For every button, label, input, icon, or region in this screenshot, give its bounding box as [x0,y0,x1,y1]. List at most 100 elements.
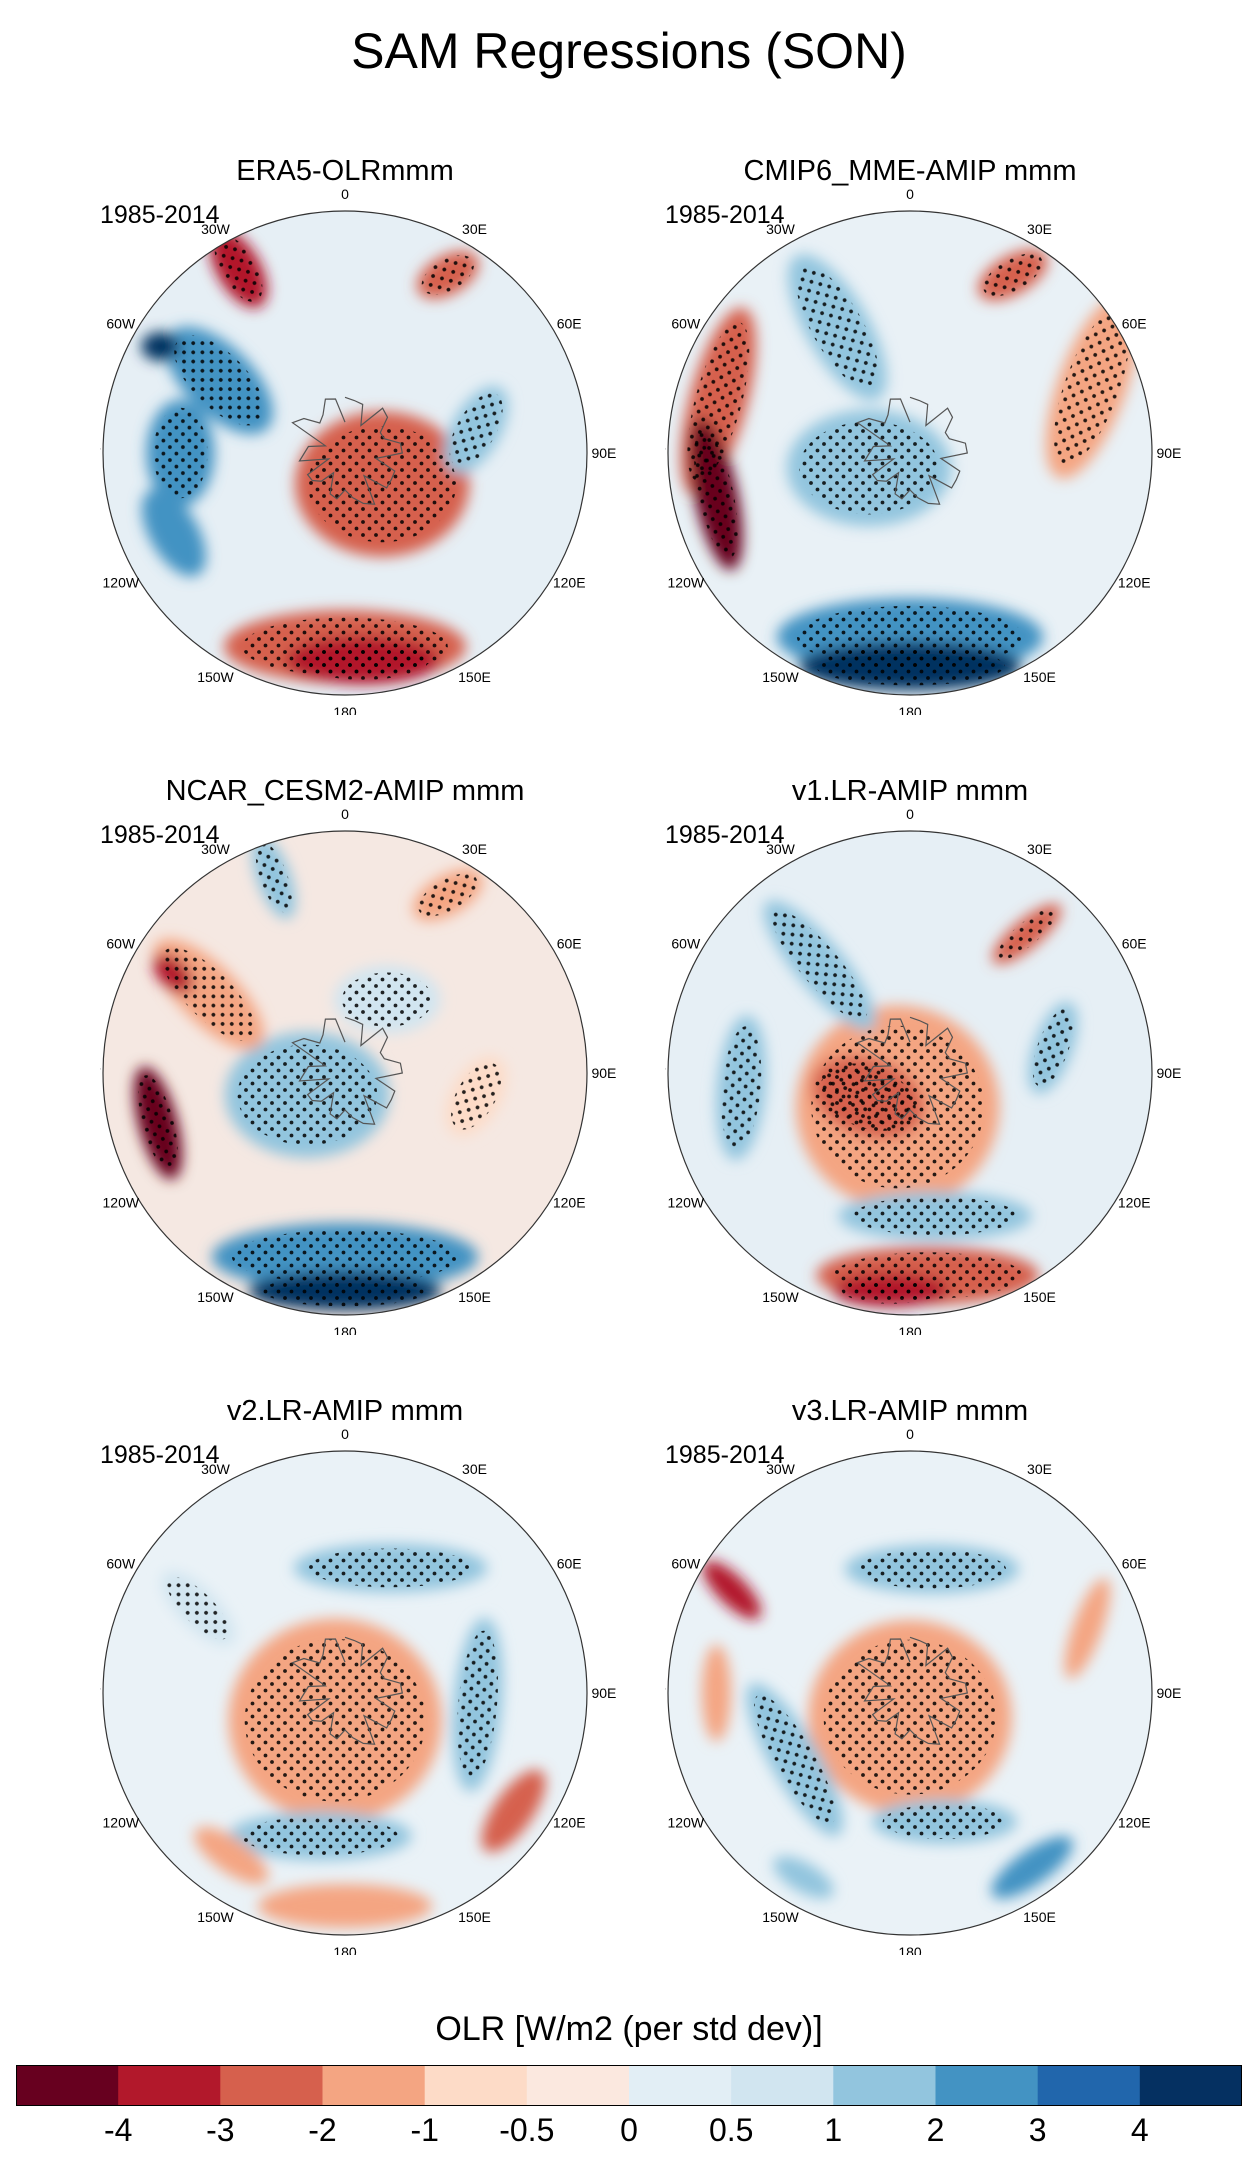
longitude-label: 150W [197,1909,234,1925]
longitude-label: 90E [591,1065,616,1081]
panel-title: v2.LR-AMIP mmm [226,1395,464,1427]
colorbar-tick-label: -1 [410,2112,438,2145]
significance-stipple [167,1577,230,1640]
colorbar-swatch [118,2065,221,2105]
coastline [291,1636,404,1745]
longitude-label: 60E [557,1556,582,1572]
panel-title: v1.LR-AMIP mmm [791,775,1029,807]
longitude-label: 90W [665,1065,666,1081]
colorbar-tick-label: 2 [927,2112,945,2145]
longitude-label: 180 [333,704,357,715]
significance-stipple [772,910,868,1021]
significance-stipple [308,1548,473,1588]
longitude-label: 120E [553,1195,586,1211]
longitude-label: 0 [906,1426,914,1442]
significance-stipple [418,873,478,917]
longitude-label: 60E [1122,316,1147,332]
polar-map: 0 30E 60E 90E 120E 150E 180 150W 120W 90W 60W 30W [665,186,1181,715]
longitude-label: 150E [1023,1909,1056,1925]
panel-title: v3.LR-AMIP mmm [791,1395,1029,1427]
map-panel: v2.LR-AMIP mmm 1985-2014 0 30E 60E 90E 120E 150… [100,1395,660,1955]
longitude-label: 60W [671,936,701,952]
longitude-label: 180 [898,1324,922,1335]
longitude-label: 90W [100,1685,101,1701]
anomaly-region [141,332,180,361]
longitude-label: 150E [1023,669,1056,685]
coastline [856,396,969,505]
longitude-label: 30E [462,841,487,857]
longitude-label: 150W [197,1289,234,1305]
significance-stipple [721,1026,762,1150]
longitude-label: 150W [762,1909,799,1925]
longitude-label: 60W [106,316,136,332]
longitude-label: 120W [103,575,140,591]
colorbar: -4 -3 -2 -1 -0.5 0 0.5 1 2 3 4 [16,2065,1242,2145]
longitude-label: 30W [201,841,231,857]
colorbar-swatch [1139,2065,1242,2105]
colorbar-swatch [220,2065,323,2105]
polar-map: 0 30E 60E 90E 120E 150E 180 150W 120W 90W 60W 30W [100,186,616,715]
colorbar-swatch [629,2065,732,2105]
longitude-label: 120W [668,1815,705,1831]
longitude-label: 30W [201,221,231,237]
map-boundary [667,1450,1153,1936]
panel-period: 1985-2014 [100,1441,220,1469]
anomaly-region [481,1769,546,1853]
significance-stipple [214,235,263,302]
colorbar-label: OLR [W/m2 (per std dev)] [435,2010,823,2048]
panel-period: 1985-2014 [665,1441,785,1469]
longitude-label: 120W [668,575,705,591]
map-boundary [102,830,588,1316]
colorbar-tick-label: -0.5 [499,2112,554,2145]
coastline [291,1016,404,1125]
longitude-label: 0 [906,806,914,822]
longitude-label: 0 [341,1426,349,1442]
map-panel: ERA5-OLRmmm 1985-2014 0 30E 60E 90E 120E 150E 18… [100,155,660,715]
colorbar-tick-label: -3 [206,2112,234,2145]
significance-stipple [983,253,1043,297]
longitude-label: 90W [665,1685,666,1701]
colorbar-tick-label: -2 [308,2112,336,2145]
significance-stipple [815,646,1005,686]
longitude-label: 150E [1023,1289,1056,1305]
longitude-label: 180 [333,1324,357,1335]
colorbar-swatch [16,2065,119,2105]
longitude-label: 30E [462,1461,487,1477]
longitude-label: 90E [1156,1065,1181,1081]
significance-stipple [162,947,256,1041]
anomaly-region [702,1560,762,1620]
colorbar-swatch [1037,2065,1141,2105]
longitude-label: 150E [458,1289,491,1305]
colorbar-tick-label: 0.5 [709,2112,753,2145]
longitude-label: 30W [201,1461,231,1477]
map-panel: v1.LR-AMIP mmm 1985-2014 0 30E 60E 90E 120E 150… [665,775,1225,1335]
longitude-label: 90W [100,1065,101,1081]
significance-stipple [857,1549,1006,1589]
longitude-label: 30E [1027,221,1052,237]
significance-stipple [451,1062,502,1130]
longitude-label: 120W [668,1195,705,1211]
panel-period: 1985-2014 [665,201,785,229]
significance-stipple [997,908,1057,960]
coastline [856,1636,969,1745]
longitude-label: 90W [100,445,101,461]
map-boundary [102,1450,588,1936]
colorbar-swatch [935,2065,1039,2105]
longitude-label: 60W [106,1556,136,1572]
polar-map: 0 30E 60E 90E 120E 150E 180 150W 120W 90W 60W 30W [100,1426,616,1955]
significance-stipple [1053,308,1130,465]
significance-stipple [138,1075,178,1171]
figure-title: SAM Regressions (SON) [351,23,907,79]
colorbar-swatch [322,2065,426,2105]
significance-stipple [342,972,433,1027]
significance-stipple [449,393,503,467]
map-boundary [667,210,1153,696]
anomaly-region [194,1827,269,1885]
significance-stipple [153,407,208,499]
longitude-label: 30E [1027,1461,1052,1477]
longitude-label: 180 [898,704,922,715]
polar-map: 0 30E 60E 90E 120E 150E 180 150W 120W 90W 60W 30W [665,806,1181,1335]
panel-title: CMIP6_MME-AMIP mmm [743,155,1077,187]
longitude-label: 30W [766,221,796,237]
longitude-label: 30E [1027,841,1052,857]
